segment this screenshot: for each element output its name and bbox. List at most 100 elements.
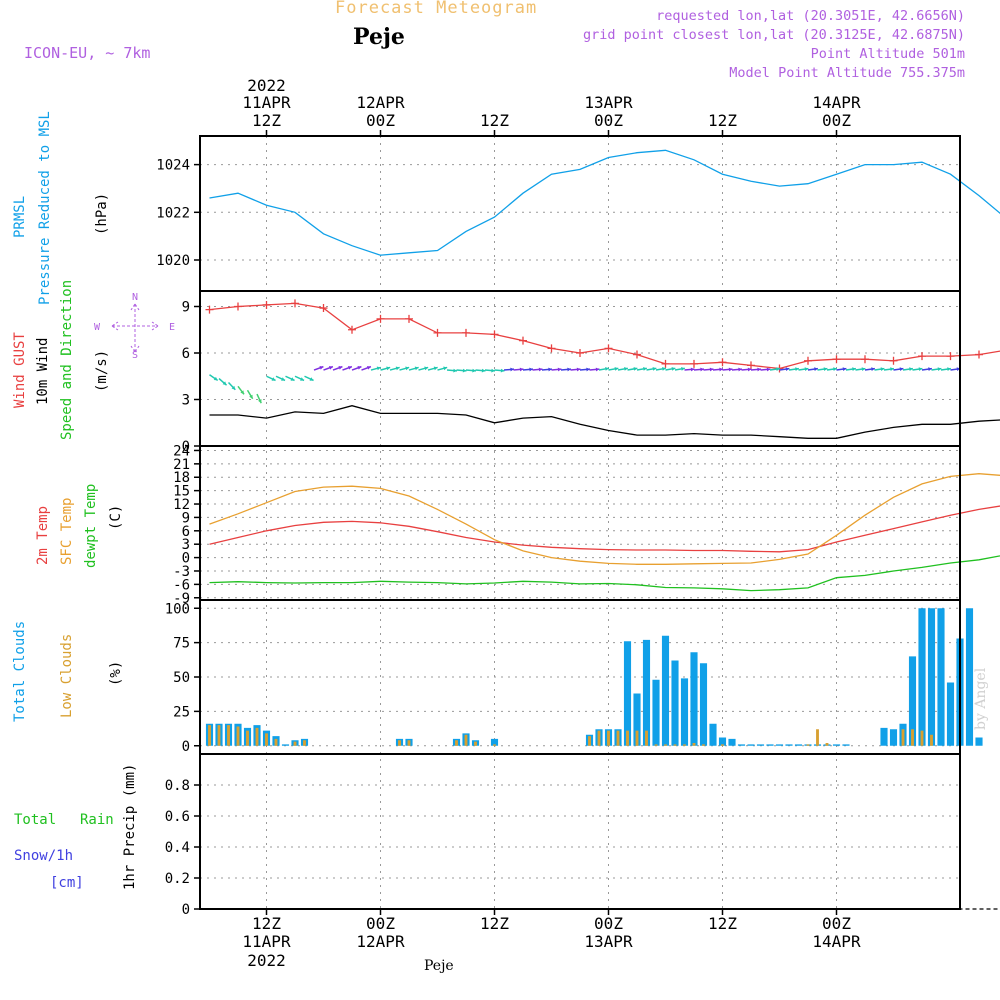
total-cloud-bar — [794, 744, 803, 746]
y-tick-label: 1020 — [156, 253, 190, 269]
wind-arrow-head — [709, 367, 714, 372]
y-tick-label: 0.2 — [165, 871, 190, 887]
low-cloud-bar — [265, 733, 268, 746]
wind-arrow-head — [338, 366, 343, 370]
gust-point — [633, 350, 641, 359]
low-cloud-bar — [255, 727, 259, 746]
low-cloud-bar — [654, 744, 658, 746]
wind-arrow-head — [433, 366, 438, 371]
wind-unit: (m/s) — [94, 350, 110, 392]
wind-arrow-head — [249, 394, 253, 399]
y-tick-label: 0 — [182, 902, 190, 918]
low-cloud-bar — [474, 741, 477, 746]
wind-arrow-head — [443, 366, 448, 371]
wind-arrow-head — [909, 367, 913, 372]
wind-arrow-head — [366, 366, 371, 370]
low-cloud-bar — [825, 743, 829, 746]
total-cloud-bar — [633, 693, 641, 746]
panel-4: 0 0.2 0.4 0.6 0.8 — [165, 753, 1000, 918]
wind-arrow-head — [258, 399, 262, 404]
gust-point — [205, 305, 214, 314]
wind-arrow-head — [776, 367, 780, 372]
temp-2m-label: 2m Temp — [35, 506, 51, 565]
wind-arrow-head — [405, 366, 410, 371]
wind-arrow-head — [328, 366, 333, 370]
time-label-bottom: 00Z — [366, 914, 395, 933]
total-cloud-bar — [880, 727, 888, 746]
wind-arrow-head — [510, 367, 514, 372]
y-tick-label: 25 — [173, 704, 190, 720]
time-label-top: 12Z — [708, 111, 737, 130]
wind-gust-label: Wind GUST — [12, 332, 28, 408]
y-tick-label: 0 — [182, 739, 190, 755]
compass-e: E — [169, 322, 175, 333]
low-cloud-bar — [692, 743, 696, 746]
low-cloud-bar — [920, 730, 924, 746]
temp-sfc-label: SFC Temp — [59, 498, 75, 565]
low-cloud-bar — [597, 730, 601, 746]
year-label-top: 2022 — [247, 76, 286, 95]
wind-arrow-head — [880, 367, 885, 372]
wind-arrow-head — [633, 367, 638, 371]
time-label-top: 00Z — [366, 111, 395, 130]
y-tick-label: 1024 — [156, 158, 190, 174]
year-label-bottom: 2022 — [247, 951, 286, 970]
low-cloud-bar — [246, 730, 249, 746]
total-cloud-bar — [737, 744, 746, 746]
y-tick-label: 9 — [182, 510, 190, 526]
total-cloud-bar — [623, 641, 632, 746]
gust-point — [376, 314, 385, 323]
wind-arrow-head — [738, 367, 742, 372]
series-line-sfc-temp — [209, 473, 1000, 565]
precip-unit: 1hr Precip (mm) — [122, 764, 138, 890]
wind-arrow-head — [890, 367, 894, 372]
wind-arrow-head — [757, 367, 761, 372]
snow-label: Snow/1h — [14, 848, 73, 864]
wind-arrow-head — [795, 367, 799, 372]
date-label-top: 12APR — [356, 93, 405, 112]
wind-arrow-head — [928, 367, 932, 372]
pressure-label-1: PRMSL — [12, 196, 28, 238]
total-cloud-bar — [889, 729, 898, 746]
panel-1: 0 3 6 9 — [182, 290, 1000, 455]
wind-arrow-head — [424, 366, 429, 371]
total-cloud-bar — [756, 744, 765, 746]
total-cloud-bar — [975, 737, 983, 746]
wind-arrow-head — [842, 367, 847, 372]
total-cloud-bar — [642, 639, 651, 746]
low-cloud-bar — [645, 730, 648, 746]
total-cloud-bar — [680, 678, 689, 746]
gust-point — [519, 336, 527, 345]
time-label-top: 00Z — [594, 111, 623, 130]
clouds-unit: (%) — [108, 661, 124, 686]
total-cloud-bar — [671, 660, 679, 746]
wind-arrow-head — [833, 367, 837, 372]
total-cloud-bar — [718, 737, 727, 746]
time-label-top: 00Z — [822, 111, 851, 130]
wind-arrow-head — [567, 367, 571, 372]
low-cloud-bar — [398, 740, 401, 746]
gust-point — [262, 300, 271, 309]
low-cloud-bar — [208, 725, 211, 746]
y-tick-label: 50 — [173, 670, 190, 686]
wind-arrow-head — [357, 366, 362, 370]
y-tick-label: 6 — [182, 524, 190, 540]
low-cloud-bar — [635, 730, 639, 746]
time-label-top: 12Z — [252, 111, 281, 130]
total-cloud-bar — [832, 744, 841, 746]
wind-arrow-head — [719, 367, 723, 372]
y-tick-label: 0.8 — [165, 778, 190, 794]
gust-point — [319, 304, 328, 313]
gust-point — [348, 325, 356, 334]
gust-point — [690, 359, 698, 368]
wind-arrow-head — [576, 367, 581, 372]
temp-unit: (C) — [108, 505, 124, 530]
wind-arrow-head — [899, 367, 904, 372]
gust-point — [661, 359, 670, 368]
low-cloud-bar — [227, 725, 230, 746]
low-clouds-label: Low Clouds — [59, 634, 75, 718]
wind-dir-label: Speed and Direction — [59, 280, 75, 440]
compass-s: S — [132, 350, 138, 361]
low-cloud-bar — [930, 734, 933, 746]
